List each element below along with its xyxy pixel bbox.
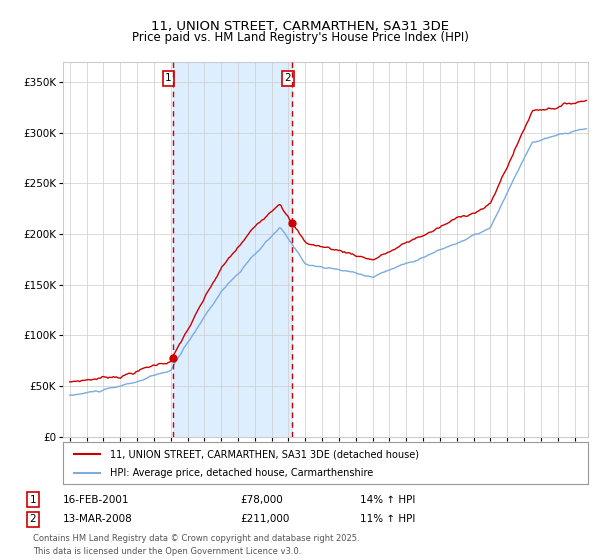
Text: 11, UNION STREET, CARMARTHEN, SA31 3DE: 11, UNION STREET, CARMARTHEN, SA31 3DE	[151, 20, 449, 32]
Text: 16-FEB-2001: 16-FEB-2001	[63, 494, 130, 505]
Text: 11% ↑ HPI: 11% ↑ HPI	[360, 514, 415, 524]
Text: £211,000: £211,000	[240, 514, 289, 524]
Text: 13-MAR-2008: 13-MAR-2008	[63, 514, 133, 524]
Text: 11, UNION STREET, CARMARTHEN, SA31 3DE (detached house): 11, UNION STREET, CARMARTHEN, SA31 3DE (…	[110, 449, 419, 459]
Text: 2: 2	[29, 514, 37, 524]
Text: Price paid vs. HM Land Registry's House Price Index (HPI): Price paid vs. HM Land Registry's House …	[131, 31, 469, 44]
Text: 1: 1	[165, 73, 172, 83]
Text: £78,000: £78,000	[240, 494, 283, 505]
Text: 2: 2	[284, 73, 291, 83]
Text: HPI: Average price, detached house, Carmarthenshire: HPI: Average price, detached house, Carm…	[110, 468, 373, 478]
Text: 14% ↑ HPI: 14% ↑ HPI	[360, 494, 415, 505]
Text: 1: 1	[29, 494, 37, 505]
Bar	[173, 62, 292, 437]
Text: Contains HM Land Registry data © Crown copyright and database right 2025.
This d: Contains HM Land Registry data © Crown c…	[33, 534, 359, 556]
